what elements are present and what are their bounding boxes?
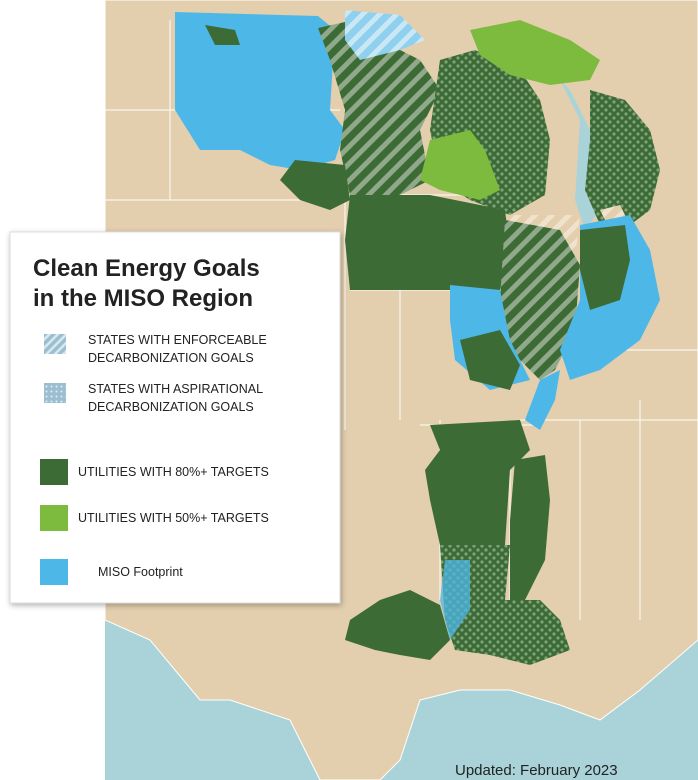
legend-label: UTILITIES WITH 50%+ TARGETS — [78, 511, 269, 525]
legend-label: STATES WITH ASPIRATIONAL — [88, 382, 263, 396]
legend-title: in the MISO Region — [33, 285, 253, 312]
legend-label: MISO Footprint — [98, 565, 183, 579]
legend-label: DECARBONIZATION GOALS — [88, 400, 254, 414]
page: e l Clean Energy Goals in the MISO Regio… — [0, 0, 698, 780]
legend-swatch — [44, 383, 66, 403]
legend-label: STATES WITH ENFORCEABLE — [88, 333, 267, 347]
legend-label: UTILITIES WITH 80%+ TARGETS — [78, 465, 269, 479]
legend-label: DECARBONIZATION GOALS — [88, 351, 254, 365]
legend-swatch — [44, 334, 66, 354]
map-figure: e l Clean Energy Goals in the MISO Regio… — [0, 0, 698, 780]
legend-swatch — [40, 505, 68, 531]
legend-title: Clean Energy Goals — [33, 255, 260, 282]
legend-swatch — [40, 459, 68, 485]
legend-swatch — [40, 559, 68, 585]
footer-note: Updated: February 2023 — [455, 762, 618, 779]
